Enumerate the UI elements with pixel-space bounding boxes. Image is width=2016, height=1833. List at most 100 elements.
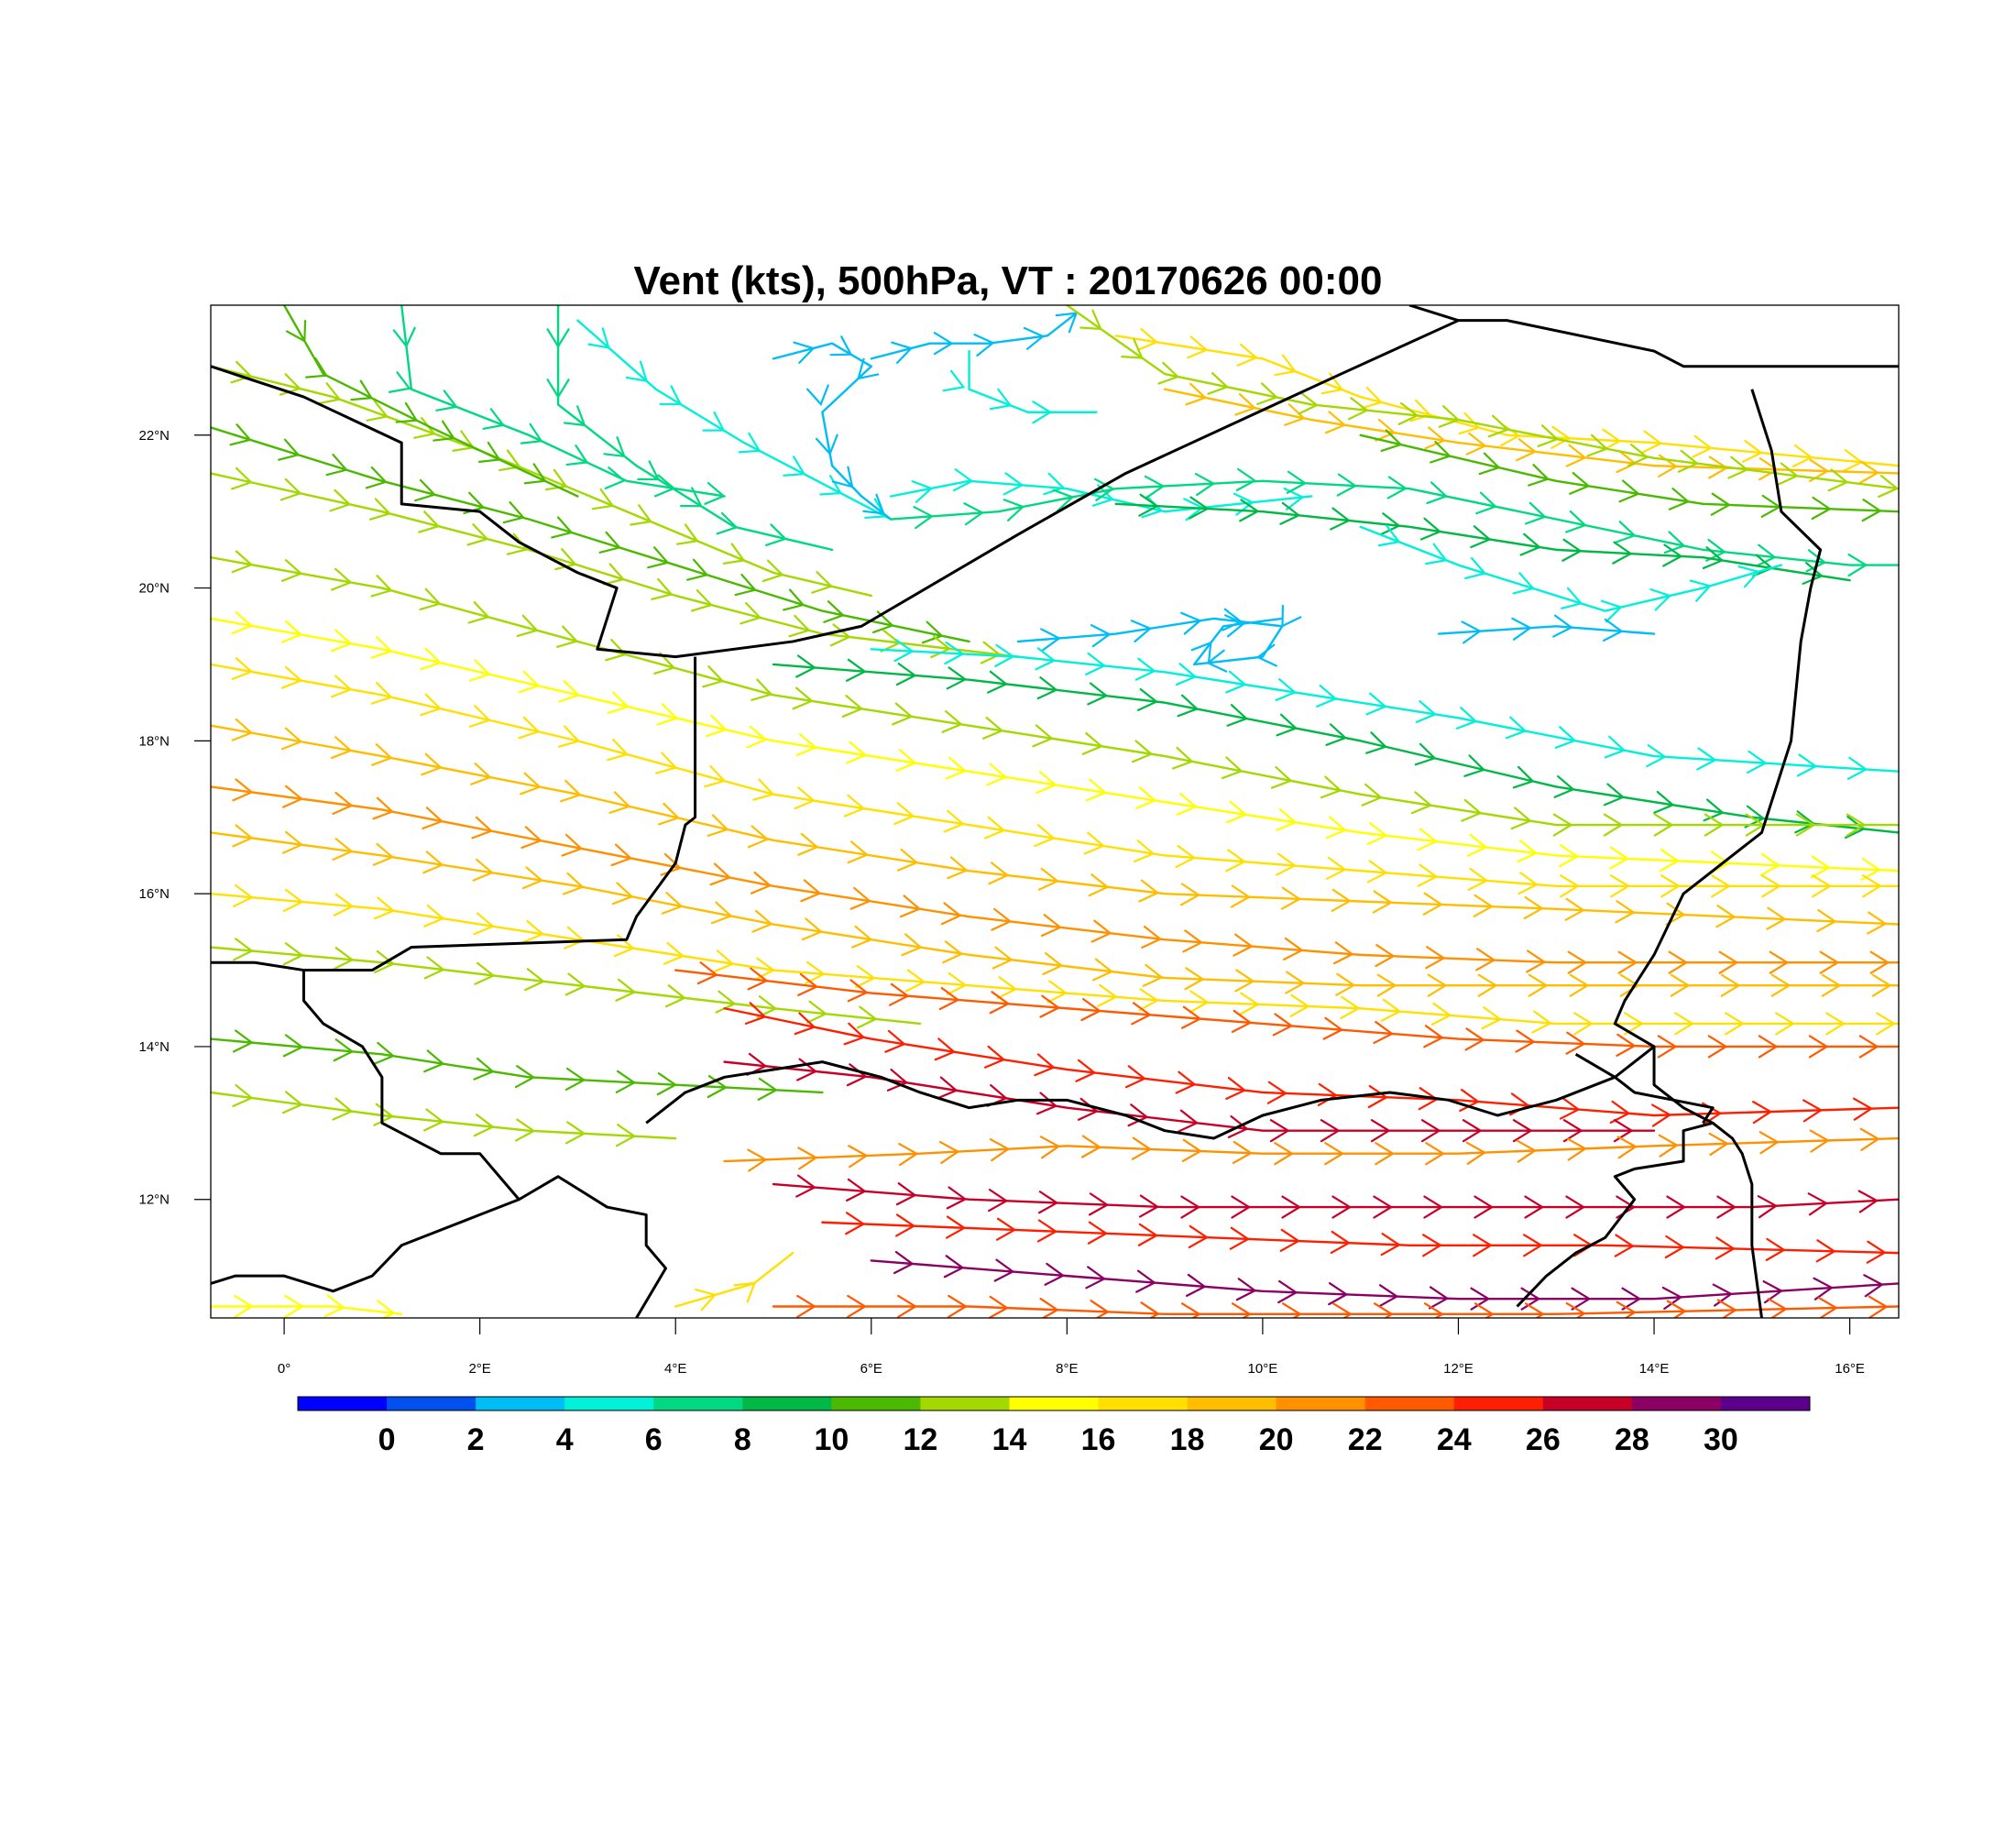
colorbar-label: 4 <box>556 1422 574 1457</box>
arrowhead <box>1425 543 1448 565</box>
arrowhead <box>941 709 963 733</box>
arrowhead <box>231 611 254 634</box>
arrowhead <box>893 639 915 663</box>
arrowhead <box>862 493 885 515</box>
arrowhead <box>1032 401 1053 424</box>
arrowhead <box>1085 778 1108 802</box>
colorbar-swatch <box>831 1397 921 1410</box>
arrowhead <box>1668 950 1689 974</box>
streamline <box>211 472 1020 658</box>
arrowhead <box>1372 890 1394 914</box>
arrowhead <box>1177 694 1200 718</box>
arrowhead <box>605 638 628 662</box>
colorbar-label: 2 <box>467 1422 485 1457</box>
arrowhead <box>1603 813 1624 837</box>
arrowhead <box>280 727 303 751</box>
colorbar-swatch <box>1720 1397 1811 1410</box>
arrowhead <box>233 884 254 908</box>
arrowhead <box>1759 1131 1780 1155</box>
arrowhead <box>1777 462 1800 486</box>
streamline <box>211 946 922 1026</box>
arrowhead <box>1511 617 1533 641</box>
streamline <box>211 426 970 643</box>
arrowhead <box>373 896 396 920</box>
arrowhead <box>1616 1301 1637 1318</box>
lat-tick-label: 20°N <box>138 581 170 597</box>
arrowhead <box>899 895 922 918</box>
arrowhead <box>1140 1301 1160 1318</box>
arrowhead <box>1080 998 1102 1022</box>
arrowhead <box>1417 863 1439 887</box>
arrowhead <box>1615 900 1636 924</box>
arrowhead <box>1320 775 1342 799</box>
arrowhead <box>423 1049 445 1073</box>
arrowhead <box>656 703 679 726</box>
arrowhead <box>1182 929 1204 953</box>
arrowhead <box>232 778 254 802</box>
arrowhead <box>744 1002 767 1025</box>
arrowhead <box>395 401 419 423</box>
arrowhead <box>1862 874 1883 898</box>
arrowhead <box>1133 840 1156 863</box>
arrowhead <box>1135 786 1157 809</box>
arrowhead <box>994 643 1015 667</box>
arrowhead <box>423 1108 445 1132</box>
arrowhead <box>1224 614 1246 638</box>
arrowhead <box>795 654 816 678</box>
arrowhead <box>783 588 805 611</box>
arrowhead <box>992 946 1013 970</box>
arrowhead <box>544 468 568 491</box>
arrowhead <box>1659 848 1681 873</box>
arrowhead <box>1185 382 1208 406</box>
arrowhead <box>1085 652 1107 676</box>
streamline <box>211 556 1899 827</box>
arrowhead <box>1819 950 1840 974</box>
arrowhead <box>435 390 458 412</box>
arrowhead <box>231 550 254 574</box>
arrowhead <box>1320 1119 1341 1143</box>
arrowhead <box>562 872 585 895</box>
arrowhead <box>1380 998 1402 1022</box>
arrowhead <box>615 978 637 1002</box>
arrowhead <box>661 891 684 915</box>
arrowhead <box>1430 441 1452 464</box>
arrowhead <box>1229 1226 1251 1250</box>
arrowhead <box>1807 1192 1829 1216</box>
arrowhead <box>713 949 735 973</box>
arrowhead <box>1561 538 1583 562</box>
arrowhead <box>608 791 631 814</box>
arrowhead <box>1373 1195 1394 1219</box>
arrowhead <box>1847 553 1868 577</box>
colorbar-swatch <box>1542 1397 1633 1410</box>
arrowhead <box>1737 565 1760 588</box>
arrowhead <box>1467 867 1489 891</box>
arrowhead <box>1478 452 1501 476</box>
arrowhead <box>1375 943 1396 968</box>
colorbar-swatch <box>653 1397 743 1410</box>
arrowhead <box>1727 456 1749 479</box>
arrowhead <box>846 1063 868 1087</box>
arrowhead <box>1525 501 1547 525</box>
arrowhead <box>374 949 396 973</box>
arrowhead <box>422 807 444 829</box>
arrowhead <box>938 1140 960 1165</box>
arrowhead <box>1184 967 1205 991</box>
streamline <box>1066 305 1899 490</box>
arrowhead <box>1141 925 1163 949</box>
arrowhead <box>329 488 352 512</box>
arrowhead <box>1461 620 1483 644</box>
arrowhead <box>1375 418 1397 442</box>
arrowhead <box>752 778 775 801</box>
arrowhead <box>794 1012 816 1036</box>
arrowhead <box>1043 472 1066 496</box>
streamline <box>211 892 1899 1026</box>
arrowhead <box>1270 765 1293 789</box>
arrowhead <box>1426 481 1449 505</box>
arrowhead <box>1558 844 1580 868</box>
arrowhead <box>847 840 870 864</box>
streamline <box>211 365 872 598</box>
arrowhead <box>1316 685 1338 708</box>
arrowhead <box>332 791 354 815</box>
arrowhead <box>793 341 816 364</box>
